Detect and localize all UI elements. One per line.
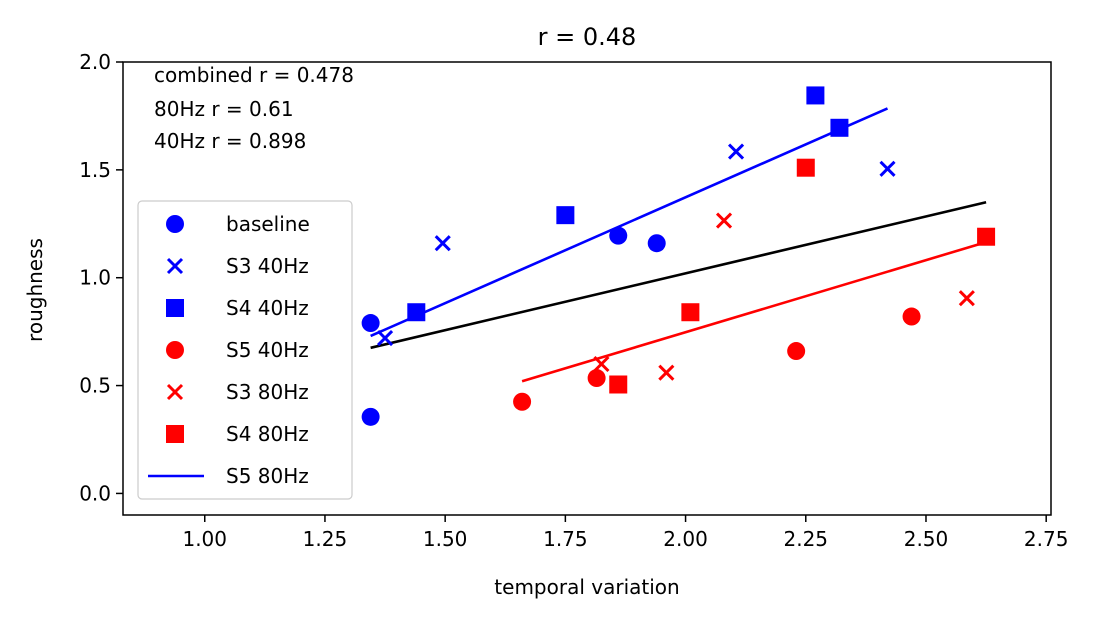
annotation-combined-r: combined r = 0.478 xyxy=(154,63,354,87)
legend-box xyxy=(137,200,353,500)
legend-label: baseline xyxy=(226,212,310,236)
data-point xyxy=(407,303,426,322)
fit-line xyxy=(521,240,987,383)
x-tick-label: 2.00 xyxy=(663,527,708,551)
x-tick-label: 1.00 xyxy=(182,527,227,551)
data-point xyxy=(593,355,610,373)
data-point xyxy=(806,86,825,105)
annotation-80hz-r: 80Hz r = 0.61 xyxy=(154,97,294,121)
data-point xyxy=(902,307,921,326)
data-point xyxy=(361,314,380,333)
x-tick-label: 2.50 xyxy=(904,527,949,551)
data-point xyxy=(513,392,532,411)
fit-line xyxy=(370,200,987,350)
data-point xyxy=(609,226,628,245)
data-point xyxy=(587,369,606,388)
data-point xyxy=(830,118,849,137)
data-point xyxy=(681,303,700,322)
annotation-40hz-r: 40Hz r = 0.898 xyxy=(154,129,306,153)
y-tick-label: 1.5 xyxy=(79,158,111,182)
legend-marker xyxy=(166,341,184,359)
chart-title: r = 0.48 xyxy=(538,23,637,51)
fit-lines xyxy=(370,107,987,383)
legend-marker xyxy=(166,425,184,443)
axis-ticks: 1.00 1.25 1.50 1.75 2.00 2.25 2.50 2.75 0.0 0.5 1.… xyxy=(79,50,1068,551)
legend-marker xyxy=(166,383,184,401)
data-point xyxy=(787,342,806,361)
legend-marker xyxy=(166,257,184,275)
legend-label: S3 80Hz xyxy=(226,380,309,404)
data-point xyxy=(715,212,733,229)
x-axis-label: temporal variation xyxy=(494,575,679,599)
data-point xyxy=(977,227,996,246)
legend: baseline S3 40Hz S4 40Hz S5 40Hz S3 80Hz S4 8… xyxy=(137,200,353,500)
data-point xyxy=(796,158,815,177)
data-point xyxy=(727,143,745,160)
x-tick-label: 1.50 xyxy=(423,527,468,551)
legend-label: S4 80Hz xyxy=(226,422,309,446)
legend-marker xyxy=(166,299,184,317)
x-tick-label: 1.75 xyxy=(543,527,588,551)
data-point xyxy=(658,364,675,381)
data-point xyxy=(361,407,380,426)
y-tick-label: 2.0 xyxy=(79,50,111,74)
y-tick-label: 1.0 xyxy=(79,266,111,290)
legend-marker xyxy=(166,215,184,233)
x-tick-label: 2.25 xyxy=(784,527,829,551)
x-tick-label: 2.75 xyxy=(1024,527,1069,551)
data-point xyxy=(434,235,451,252)
data-point xyxy=(376,330,394,347)
data-point xyxy=(647,234,666,253)
data-point xyxy=(556,206,575,225)
data-point xyxy=(609,375,628,394)
y-tick-label: 0.5 xyxy=(79,374,111,398)
x-tick-label: 1.25 xyxy=(303,527,348,551)
data-point xyxy=(879,160,896,177)
legend-label: S3 40Hz xyxy=(226,254,309,278)
y-tick-label: 0.0 xyxy=(79,481,111,505)
axes-frame xyxy=(122,61,1052,516)
legend-label: S4 40Hz xyxy=(226,296,309,320)
data-points xyxy=(361,86,996,426)
legend-label: S5 80Hz xyxy=(226,464,309,488)
legend-label: S5 40Hz xyxy=(226,338,309,362)
data-point xyxy=(958,290,975,307)
y-axis-label: roughness xyxy=(23,238,47,342)
fit-line xyxy=(370,107,889,338)
